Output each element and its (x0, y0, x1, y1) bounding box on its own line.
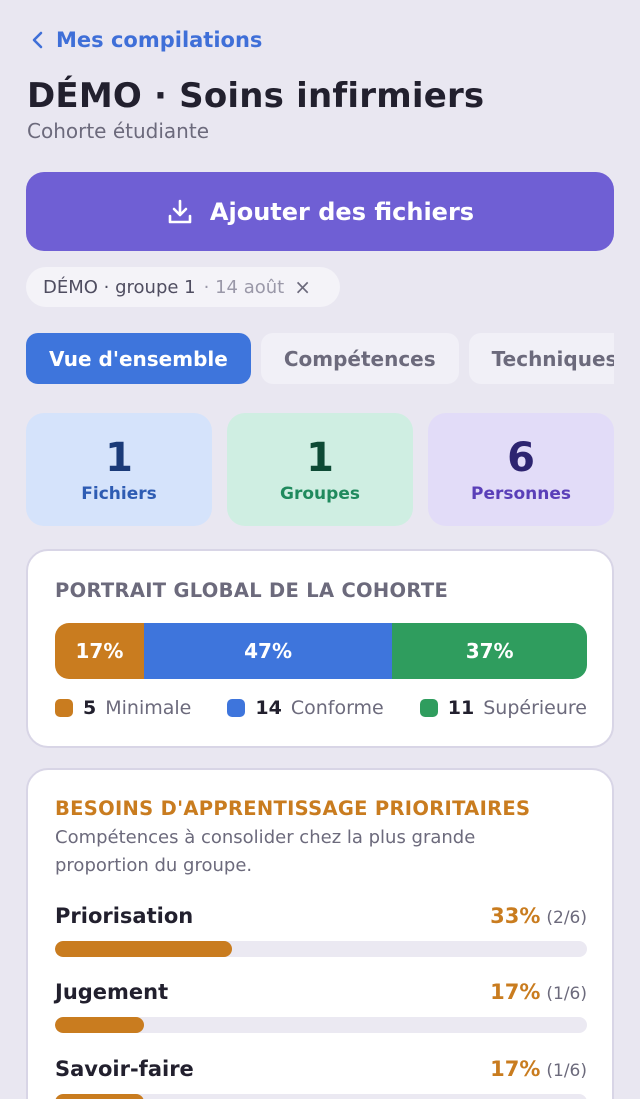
need-progress-track (55, 1094, 587, 1099)
back-link-label: Mes compilations (56, 28, 263, 52)
legend-label: Supérieure (483, 697, 587, 719)
legend-item-conforme: 14 Conforme (227, 697, 384, 719)
stat-card-people: 6 Personnes (428, 413, 614, 526)
filter-chip-date: · 14 août (203, 276, 285, 298)
legend-item-minimale: 5 Minimale (55, 697, 191, 719)
legend-count: 14 (255, 697, 282, 719)
segment-conforme: 47% (143, 623, 393, 679)
stat-value: 1 (306, 434, 334, 481)
need-fraction: (2/6) (546, 908, 587, 928)
filter-chip-label: DÉMO · groupe 1 (43, 276, 196, 298)
tab-competences[interactable]: Compétences (260, 333, 459, 384)
distribution-legend: 5 Minimale 14 Conforme 11 Supérieure (55, 697, 587, 719)
need-percent: 33% (2/6) (490, 904, 587, 928)
close-icon[interactable]: × (294, 275, 311, 299)
need-pct: 17% (490, 1057, 541, 1081)
distribution-bar: 17% 47% 37% (55, 623, 587, 679)
legend-swatch (419, 699, 438, 717)
legend-count: 11 (447, 697, 475, 719)
add-files-button[interactable]: Ajouter des fichiers (26, 172, 614, 251)
page-subtitle: Cohorte étudiante (27, 119, 209, 143)
need-percent: 17% (1/6) (490, 1057, 587, 1081)
need-item-priorisation: Priorisation 33% (2/6) (55, 904, 587, 964)
need-percent: 17% (1/6) (490, 980, 587, 1004)
need-name: Savoir-faire (55, 1057, 194, 1081)
segment-superieure: 37% (392, 623, 587, 679)
needs-title: BESOINS D'APPRENTISSAGE PRIORITAIRES (55, 797, 531, 820)
legend-swatch (227, 699, 246, 717)
page-title: DÉMO · Soins infirmiers (27, 76, 485, 116)
back-link[interactable]: Mes compilations (30, 28, 262, 52)
stat-label: Groupes (280, 483, 360, 504)
stat-card-groups: 1 Groupes (227, 413, 413, 526)
need-progress-fill (55, 1094, 144, 1099)
need-fraction: (1/6) (546, 984, 587, 1004)
need-item-jugement: Jugement 17% (1/6) (55, 980, 587, 1040)
need-item-savoir-faire: Savoir-faire 17% (1/6) (55, 1057, 587, 1099)
need-fraction: (1/6) (546, 1061, 587, 1081)
need-progress-fill (55, 941, 233, 957)
legend-label: Minimale (105, 697, 192, 719)
segment-minimale: 17% (55, 623, 144, 679)
tab-bar: Vue d'ensemble Compétences Techniques (26, 333, 614, 385)
need-name: Priorisation (55, 904, 194, 928)
stat-value: 1 (105, 434, 133, 481)
tab-techniques[interactable]: Techniques (468, 333, 614, 384)
chevron-left-icon (32, 31, 43, 49)
legend-count: 5 (83, 697, 97, 719)
need-pct: 17% (490, 980, 541, 1004)
stat-label: Personnes (470, 483, 572, 504)
stat-card-files: 1 Fichiers (26, 413, 212, 526)
tab-overview[interactable]: Vue d'ensemble (26, 333, 251, 384)
learning-needs-card: BESOINS D'APPRENTISSAGE PRIORITAIRES Com… (26, 768, 614, 1099)
legend-item-superieure: 11 Supérieure (419, 697, 587, 719)
need-pct: 33% (490, 904, 541, 928)
stat-value: 6 (507, 434, 535, 481)
portrait-title: PORTRAIT GLOBAL DE LA COHORTE (55, 579, 449, 602)
add-files-label: Ajouter des fichiers (209, 197, 475, 226)
need-name: Jugement (55, 980, 169, 1004)
cohort-portrait-card: PORTRAIT GLOBAL DE LA COHORTE 17% 47% 37… (26, 549, 614, 748)
filter-chip: DÉMO · groupe 1 · 14 août × (26, 267, 340, 307)
legend-label: Conforme (290, 697, 384, 719)
stat-label: Fichiers (81, 483, 157, 504)
need-progress-track (55, 941, 587, 957)
legend-swatch (55, 699, 73, 717)
download-icon (168, 199, 192, 223)
need-progress-fill (55, 1017, 144, 1033)
need-progress-track (55, 1017, 587, 1033)
needs-description: Compétences à consolider chez la plus gr… (55, 827, 476, 876)
